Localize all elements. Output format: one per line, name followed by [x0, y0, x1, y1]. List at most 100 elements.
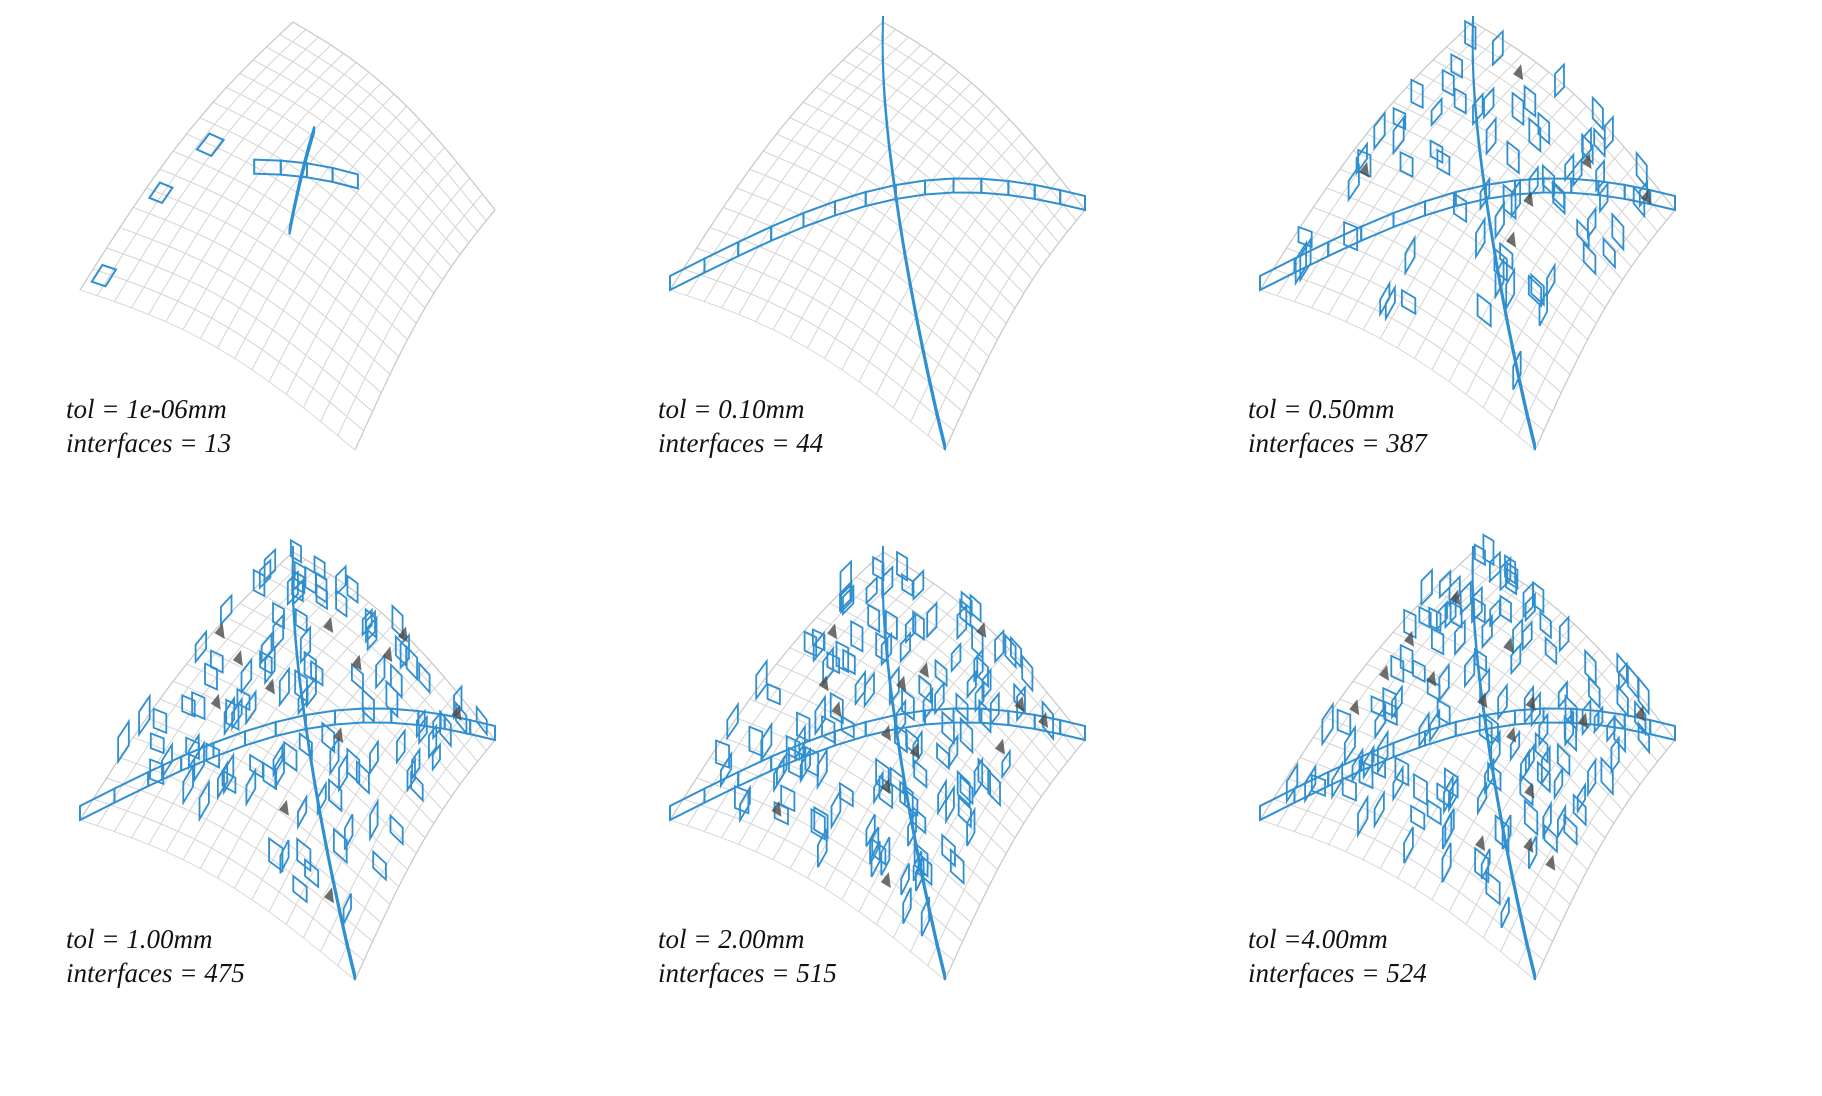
- voussoir-block: [375, 292, 402, 326]
- interfaces-label-5: interfaces = 515: [658, 958, 837, 988]
- voussoir-block: [239, 79, 269, 102]
- voussoir-block: [160, 272, 191, 302]
- vault-panel-3: tol = 0.50mm interfaces = 387: [1220, 15, 1780, 550]
- interface-plate: [945, 784, 955, 825]
- interface-plate: [1399, 150, 1414, 179]
- voussoir-block: [933, 591, 960, 615]
- voussoir-block: [389, 233, 415, 264]
- interface-rib-segment: [1392, 199, 1426, 229]
- voussoir-block: [394, 192, 420, 222]
- voussoir-block: [1463, 744, 1491, 775]
- voussoir-block: [830, 212, 859, 241]
- right-arch: [1534, 209, 1676, 451]
- interface-plate: [960, 590, 973, 618]
- voussoir-block: [400, 154, 426, 183]
- panel-label-2: tol = 0.10mm interfaces = 44: [658, 392, 823, 460]
- voussoir-block: [1519, 234, 1546, 266]
- interface-plate: [1435, 600, 1448, 632]
- voussoir-block: [1352, 252, 1383, 282]
- voussoir-block: [950, 205, 976, 235]
- voussoir-block: [935, 192, 962, 221]
- interface-plate: [1382, 686, 1397, 719]
- voussoir-block: [940, 294, 968, 328]
- voussoir-block: [1484, 36, 1512, 58]
- interface-plate: [907, 811, 917, 847]
- voussoir-block: [329, 250, 357, 283]
- voussoir-block: [239, 589, 268, 612]
- voussoir-block: [252, 66, 281, 89]
- interface-plate: [375, 653, 386, 690]
- voussoir-block: [1575, 105, 1600, 132]
- interface-plate: [810, 807, 826, 841]
- interfaces-label-6: interfaces = 524: [1248, 958, 1427, 988]
- voussoir-block: [291, 28, 320, 50]
- interface-plate: [372, 849, 387, 882]
- interface-plate: [399, 632, 410, 670]
- interface-rib-segment: [737, 755, 773, 788]
- voussoir-block: [1575, 635, 1600, 662]
- voussoir-block: [829, 59, 858, 82]
- voussoir-block: [1008, 725, 1033, 755]
- voussoir-block: [244, 239, 274, 270]
- voussoir-block: [963, 128, 989, 155]
- interface-rib-segment: [935, 410, 946, 451]
- interface-plate: [896, 550, 909, 583]
- voussoir-block: [850, 153, 879, 180]
- voussoir-block: [317, 44, 345, 67]
- voussoir-block: [993, 248, 1019, 279]
- voussoir-block: [1431, 879, 1460, 913]
- voussoir-block: [385, 277, 411, 310]
- interface-plate: [316, 780, 327, 817]
- interface-plate: [926, 601, 938, 639]
- voussoir-block: [842, 46, 871, 68]
- interface-plate: [405, 644, 419, 682]
- interface-plate: [1478, 712, 1493, 746]
- voussoir-block: [984, 792, 1010, 824]
- interface-plate: [1616, 683, 1629, 719]
- voussoir-block: [330, 52, 357, 75]
- interface-plate: [1528, 117, 1542, 153]
- voussoir-block: [1528, 344, 1555, 379]
- voussoir-block: [920, 52, 947, 75]
- voussoir-block: [251, 349, 280, 383]
- interface-plate: [1558, 615, 1570, 653]
- vault-base-wireframe: [1259, 551, 1676, 981]
- voussoir-block: [843, 87, 872, 110]
- voussoir-block: [459, 177, 483, 206]
- voussoir-block: [325, 298, 353, 332]
- voussoir-block: [789, 847, 820, 879]
- interface-plate: [1576, 781, 1587, 815]
- interface-plate: [1448, 774, 1459, 814]
- voussoir-block: [261, 329, 290, 363]
- interface-plate: [1512, 350, 1522, 390]
- voussoir-block: [987, 659, 1013, 687]
- contact-shading: [1379, 664, 1390, 681]
- interface-plate: [385, 679, 399, 719]
- interface-plate: [913, 758, 928, 789]
- voussoir-block: [243, 122, 272, 147]
- voussoir-block: [302, 917, 331, 953]
- voussoir-block: [945, 377, 972, 413]
- interface-plate: [1412, 658, 1426, 684]
- interface-plate: [959, 774, 974, 806]
- voussoir-block: [260, 683, 289, 710]
- voussoir-block: [382, 323, 409, 358]
- voussoir-block: [945, 907, 972, 943]
- voussoir-block: [911, 637, 939, 662]
- voussoir-block: [1540, 646, 1566, 672]
- interface-plate: [870, 840, 881, 878]
- contact-shading: [995, 738, 1006, 755]
- interface-plate: [1474, 846, 1490, 884]
- voussoir-block: [910, 401, 938, 437]
- voussoir-block: [1462, 820, 1491, 854]
- voussoir-block: [1474, 89, 1502, 113]
- interface-plate: [1553, 765, 1564, 801]
- voussoir-block: [891, 157, 919, 185]
- interface-plate: [966, 806, 976, 847]
- interface-plate: [1637, 720, 1651, 755]
- voussoir-block: [1397, 249, 1427, 279]
- voussoir-block: [265, 33, 294, 55]
- interface-plate: [1556, 742, 1571, 777]
- voussoir-block: [914, 221, 942, 252]
- voussoir-block: [835, 145, 864, 171]
